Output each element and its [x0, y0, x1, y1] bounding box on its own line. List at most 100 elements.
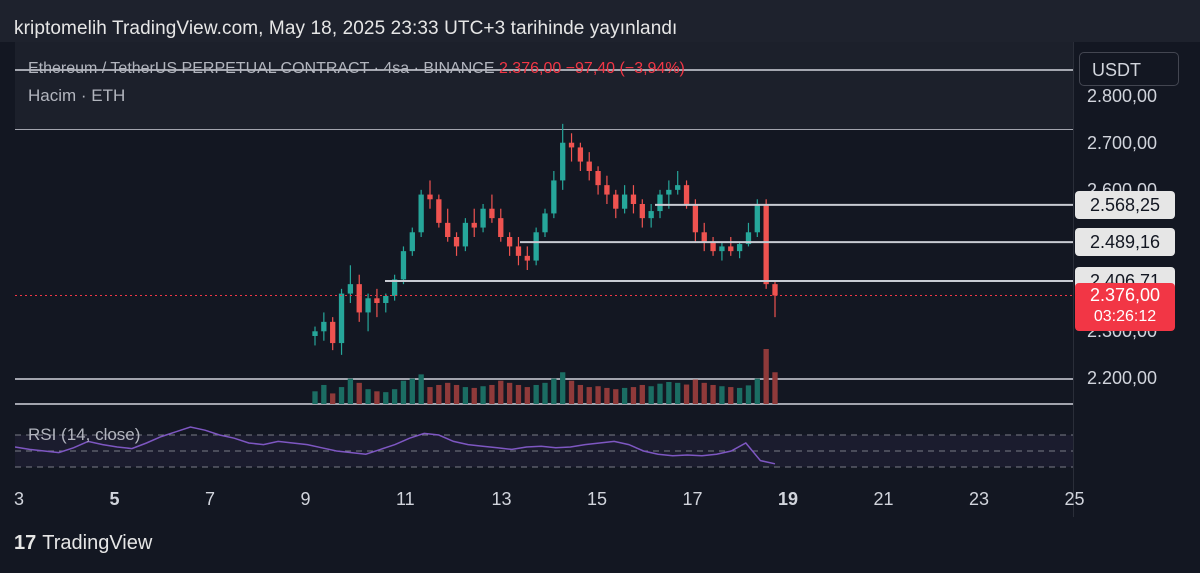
candle-body — [427, 194, 433, 200]
candle-body — [621, 194, 628, 209]
volume-bar — [701, 382, 707, 404]
volume-bar — [312, 391, 318, 404]
volume-bar — [391, 389, 398, 404]
candle-body — [719, 246, 725, 252]
price-tick-label: 2.200,00 — [1087, 368, 1158, 389]
volume-bar — [489, 384, 495, 404]
candle-body — [710, 241, 716, 252]
candle-body — [330, 321, 336, 344]
candle-body — [471, 222, 477, 228]
volume-bar — [524, 387, 530, 404]
volume-bar — [515, 384, 522, 404]
date-tick-label: 13 — [491, 489, 512, 509]
volume-bar — [604, 387, 610, 404]
candle-body — [374, 298, 380, 303]
tradingview-logo-icon: 17 — [14, 532, 37, 554]
volume-bar — [772, 372, 778, 404]
volume-bar — [400, 380, 407, 404]
volume-bar — [568, 380, 575, 404]
volume-bar — [692, 379, 699, 404]
volume-bar — [374, 391, 380, 404]
volume-bar — [630, 387, 637, 404]
date-tick-label: 3 — [14, 489, 25, 509]
candle-body — [586, 161, 592, 171]
last-price-tag: 2.376,00 03:26:12 — [1075, 283, 1175, 332]
candle-body — [745, 232, 752, 245]
date-tick-label: 5 — [109, 489, 120, 509]
tradingview-brand: TradingView — [42, 532, 153, 554]
volume-bar — [542, 382, 548, 404]
price-tick-label: 2.800,00 — [1087, 85, 1158, 106]
price-tick-label: 2.700,00 — [1087, 132, 1158, 153]
candle-body — [692, 204, 699, 233]
candle-body — [445, 222, 451, 237]
header-bar: kriptomelih TradingView.com, May 18, 202… — [0, 0, 1200, 42]
candle-body — [533, 232, 539, 261]
volume-bar — [666, 382, 672, 404]
last-price-legend: 2.376,00 — [498, 60, 562, 77]
volume-bar — [736, 387, 743, 404]
candle-body — [728, 246, 734, 252]
candle-body — [383, 295, 389, 303]
volume-bar — [613, 389, 619, 404]
candle-body — [772, 284, 778, 296]
volume-bar — [498, 380, 504, 404]
volume-bar — [675, 382, 681, 404]
currency-button[interactable]: USDT — [1079, 52, 1179, 86]
candle-body — [604, 185, 610, 195]
candle-body — [462, 222, 469, 247]
candle-body — [657, 194, 663, 212]
volume-bar — [409, 378, 415, 404]
candle-body — [321, 321, 327, 332]
volume-bar — [577, 384, 584, 404]
candle-body — [524, 255, 530, 261]
volume-bar — [657, 383, 663, 404]
candle-body — [498, 218, 504, 237]
rsi-legend: RSI (14, close) — [28, 425, 141, 444]
chart-area[interactable] — [15, 42, 1073, 517]
volume-bar — [506, 382, 513, 404]
volume-bar — [480, 386, 486, 404]
candle-body — [356, 284, 362, 313]
date-tick-label: 15 — [587, 489, 608, 509]
volume-bar — [365, 389, 371, 404]
candle-body — [551, 180, 557, 214]
candle-body — [436, 199, 442, 223]
candle-body — [338, 293, 345, 344]
volume-bar — [551, 378, 557, 404]
date-tick-label: 9 — [300, 489, 311, 509]
volume-bar — [710, 384, 716, 404]
candle-body — [365, 298, 371, 313]
bar-countdown: 03:26:12 — [1093, 308, 1157, 326]
volume-bar — [445, 382, 451, 404]
candle-body — [409, 232, 415, 252]
level-price-tag: 2.489,16 — [1075, 228, 1175, 257]
candle-body — [560, 142, 566, 181]
candle-body — [701, 232, 707, 242]
volume-bar — [533, 384, 539, 404]
candle-body — [568, 142, 575, 148]
date-tick-label: 7 — [205, 489, 216, 509]
volume-bar — [418, 374, 424, 404]
candle-body — [400, 251, 407, 280]
last-price-value: 2.376,00 — [1089, 285, 1161, 306]
candle-body — [542, 213, 548, 233]
price-chart — [15, 42, 1073, 468]
volume-bar — [356, 382, 362, 404]
volume-bar — [462, 387, 469, 404]
volume-bar — [338, 387, 345, 404]
candle-body — [347, 284, 354, 294]
candle-body — [763, 204, 769, 285]
level-price-tag: 2.568,25 — [1075, 190, 1175, 219]
rsi-line — [15, 426, 776, 465]
volume-bar — [621, 387, 628, 404]
volume-bar — [383, 392, 389, 404]
volume-bar — [639, 384, 645, 404]
date-tick-label: 21 — [873, 489, 894, 509]
candle-body — [312, 331, 318, 336]
candle-body — [418, 194, 424, 233]
volume-bar — [648, 386, 654, 404]
header-pane — [15, 42, 1073, 129]
tradingview-logo[interactable]: 17 TradingView — [14, 532, 152, 555]
volume-bar — [330, 393, 336, 404]
